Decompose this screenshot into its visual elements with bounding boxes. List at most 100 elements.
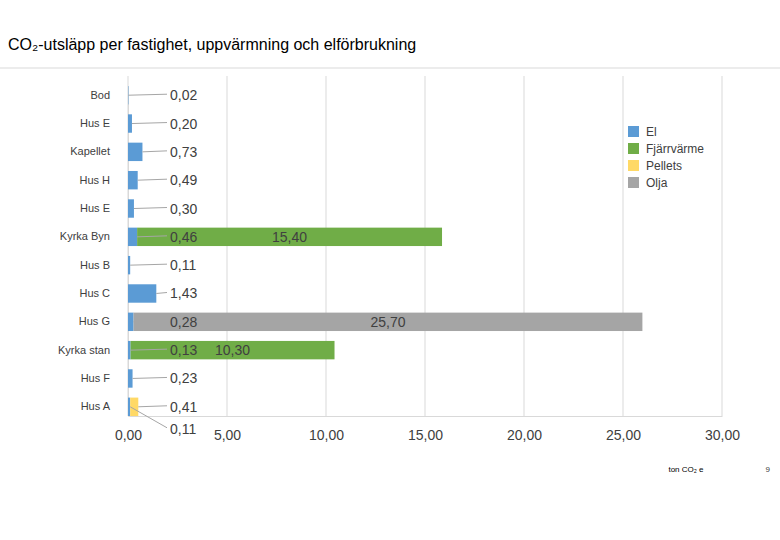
bar (137, 228, 442, 246)
leader-line (138, 179, 167, 180)
y-tick: Kyrka stan (58, 344, 128, 356)
y-tick-label: Hus B (80, 259, 110, 271)
x-tick-label: 15,00 (408, 427, 443, 443)
y-tick-label: Hus A (81, 400, 111, 412)
data-label: 1,43 (170, 285, 197, 301)
bar (128, 256, 130, 274)
bar (128, 114, 132, 132)
page-number: 9 (766, 465, 771, 474)
bar (128, 341, 131, 359)
data-label: 10,30 (215, 342, 250, 358)
x-tick: 10,00 (309, 416, 344, 443)
y-tick-label: Hus H (79, 174, 110, 186)
legend-item: Olja (628, 176, 668, 190)
bar (128, 398, 130, 416)
y-tick-label: Kapellet (70, 145, 110, 157)
leader-line (156, 292, 167, 293)
y-tick: Hus B (80, 259, 128, 271)
y-axis: Bod Hus E Kapellet Hus H Hus E Kyrka Byn Hus B… (58, 87, 128, 417)
y-tick: Hus G (79, 315, 128, 327)
legend-item: El (628, 125, 657, 139)
legend-label: Fjärrvärme (646, 142, 704, 156)
data-label: 25,70 (370, 314, 405, 330)
y-tick: Hus A (81, 400, 128, 412)
y-tick-label: Bod (90, 89, 110, 101)
y-tick-label: Hus E (80, 117, 110, 129)
legend: El Fjärrvärme Pellets Olja (628, 125, 704, 190)
leader-line (128, 94, 167, 95)
leader-line (130, 264, 167, 265)
data-label: 0,30 (170, 201, 197, 217)
x-tick-label: 20,00 (507, 427, 542, 443)
y-tick-label: Kyrka stan (58, 344, 110, 356)
leader-line (133, 377, 167, 378)
bar (128, 313, 134, 331)
leader-line (130, 407, 167, 428)
bar (128, 369, 133, 387)
legend-swatch (628, 177, 639, 188)
leader-line (138, 406, 167, 407)
title: CO₂-utsläpp per fastighet, uppvärmning o… (8, 36, 416, 53)
y-tick-label: Hus C (79, 287, 110, 299)
data-label: 0,02 (170, 87, 197, 103)
legend-swatch (628, 126, 639, 137)
data-label: 0,28 (170, 314, 197, 330)
bar (128, 171, 138, 189)
x-tick-label: 5,00 (214, 427, 241, 443)
legend-label: Pellets (646, 159, 682, 173)
legend-label: Olja (646, 176, 668, 190)
leader-line (132, 123, 167, 124)
x-tick-label: 10,00 (309, 427, 344, 443)
leader-line (134, 321, 167, 322)
y-tick-label: Hus G (79, 315, 110, 327)
bar (128, 228, 137, 246)
x-tick: 30,00 (705, 416, 740, 443)
x-tick: 20,00 (507, 416, 542, 443)
x-tick-label: 25,00 (606, 427, 641, 443)
data-label: 0,73 (170, 144, 197, 160)
y-tick: Bod (90, 89, 128, 101)
legend-item: Fjärrvärme (628, 142, 704, 156)
x-tick: 15,00 (408, 416, 443, 443)
x-axis-line (129, 416, 723, 417)
data-label: 0,11 (170, 421, 196, 437)
legend-swatch (628, 143, 639, 154)
x-tick-label: 30,00 (705, 427, 740, 443)
y-tick-label: Hus F (81, 372, 111, 384)
legend-swatch (628, 160, 639, 171)
leader-line (131, 349, 167, 350)
x-axis-title: ton CO₂ e (668, 465, 704, 474)
data-labels: 0,020,200,730,490,3015,400,460,111,4325,… (128, 87, 405, 437)
bar (134, 313, 643, 331)
grid (128, 76, 722, 416)
data-label: 0,41 (170, 399, 197, 415)
bar (128, 143, 142, 161)
y-tick-label: Kyrka Byn (60, 230, 110, 242)
data-label: 0,11 (170, 257, 196, 273)
y-tick-label: Hus E (80, 202, 110, 214)
y-tick: Kyrka Byn (60, 230, 128, 242)
title-rule (0, 68, 780, 69)
x-tick: 25,00 (606, 416, 641, 443)
legend-item: Pellets (628, 159, 682, 173)
data-label: 0,23 (170, 370, 197, 386)
x-tick: 5,00 (214, 416, 241, 443)
bar (128, 199, 134, 217)
data-label: 0,13 (170, 342, 197, 358)
y-axis-line (128, 87, 129, 417)
bar (131, 341, 335, 359)
y-tick: Hus H (79, 174, 128, 186)
data-label: 0,49 (170, 172, 197, 188)
x-tick: 0,00 (115, 416, 142, 443)
data-label: 15,40 (272, 229, 307, 245)
y-tick: Hus F (81, 372, 128, 384)
leader-line (142, 151, 167, 152)
grid-line (722, 76, 723, 416)
y-tick: Kapellet (70, 145, 128, 157)
bars (128, 86, 642, 416)
data-label: 0,46 (170, 229, 197, 245)
grid-line (623, 76, 624, 416)
x-axis: 0,00 5,00 10,00 15,00 20,00 25,00 30,00 (115, 416, 740, 443)
bar (128, 284, 156, 302)
y-tick: Hus C (79, 287, 128, 299)
